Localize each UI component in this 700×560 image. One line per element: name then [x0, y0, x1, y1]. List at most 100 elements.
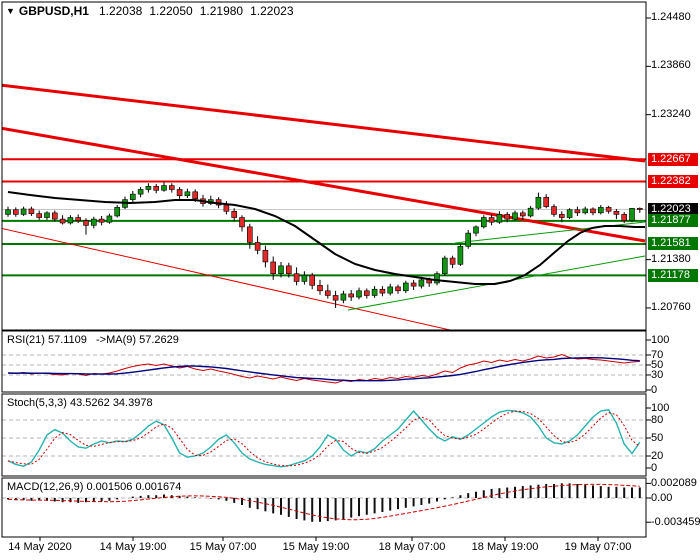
candle-body [153, 186, 159, 191]
candle-body [51, 212, 58, 220]
time-axis-label: 15 May 19:00 [282, 541, 350, 553]
stoch-k-value: 43.5262 [69, 397, 110, 409]
candle-body [169, 185, 175, 190]
trendline [2, 227, 451, 330]
indicator-axis-tick: 50 [651, 359, 664, 371]
candle-body [379, 288, 386, 294]
indicator-axis-tick: 0.00 [651, 492, 673, 504]
candle-body [184, 191, 191, 197]
candle-body [504, 214, 511, 220]
candle-body [293, 273, 300, 282]
candle-body [527, 207, 534, 217]
indicator-axis-tick: 0 [651, 384, 658, 396]
candle-body [285, 265, 292, 274]
rsi-line [7, 353, 640, 384]
indicator-axis-tick: 0.002089 [651, 477, 697, 490]
macd-title: MACD(12,26,9) [7, 481, 84, 493]
candle-body [551, 206, 557, 215]
candle-body [192, 191, 198, 200]
candle-body [473, 226, 479, 234]
price-badge: 1.21581 [648, 237, 698, 251]
price-axis-tick: 1.21380 [651, 252, 691, 265]
stochastic-panel [2, 409, 646, 468]
candle-body [566, 209, 573, 218]
stoch-title: Stoch(5,3,3) [7, 397, 67, 409]
panel-border [1, 393, 647, 477]
candle-body [262, 249, 269, 263]
price-badge: 1.21178 [648, 268, 698, 282]
candle-body [582, 208, 589, 214]
panel-border [1, 330, 647, 393]
candle-body [543, 196, 550, 207]
candle-body [332, 295, 339, 301]
symbol-dropdown-icon[interactable]: ▼ [6, 6, 15, 16]
candle-body [356, 290, 362, 298]
candle-body [44, 212, 50, 218]
time-axis-label: 18 May 19:00 [471, 541, 539, 553]
rsi-indicator-label: RSI(21) 57.1109 ->MA(9) 57.2629 [7, 334, 179, 346]
candle-body [75, 217, 81, 221]
candle-body [301, 274, 308, 282]
macd-signal-value: 0.001674 [135, 481, 182, 493]
price-badge: 1.22667 [648, 152, 698, 166]
candle-body [402, 282, 409, 292]
indicator-axis-tick: 30 [651, 369, 664, 381]
symbol-label: GBPUSD,H1 [18, 4, 89, 18]
indicator-axis-tick: -0.003459 [651, 516, 700, 529]
candle-body [558, 214, 565, 218]
high-value: 1.22050 [149, 4, 193, 18]
candle-body [278, 265, 284, 274]
indicator-axis-tick: 20 [651, 450, 664, 462]
price-badge: 1.22382 [648, 175, 698, 189]
macd-value: 0.001506 [86, 481, 133, 493]
candle-body [317, 285, 323, 292]
price-badge: 1.21877 [648, 214, 698, 228]
macd-signal-line [7, 483, 640, 521]
candle-body [59, 218, 66, 224]
candle-body [239, 217, 245, 228]
rsi-ma-line [7, 356, 640, 382]
candle-body [480, 217, 487, 228]
candle-body [309, 274, 316, 286]
candle-body [67, 217, 74, 224]
candle-body [231, 210, 237, 218]
trendline [2, 126, 646, 243]
macd-panel [2, 483, 646, 522]
candle-body [535, 196, 542, 209]
time-axis-label: 19 May 07:00 [564, 541, 632, 553]
candle-body [488, 217, 495, 223]
low-value: 1.21980 [199, 4, 244, 18]
stoch-k-line [7, 409, 641, 468]
candle-body [13, 209, 19, 215]
time-axis-label: 18 May 07:00 [378, 541, 446, 553]
price-axis-tick: 1.23860 [651, 59, 691, 72]
candle-body [137, 189, 144, 195]
close-value: 1.22023 [250, 4, 294, 18]
price-axis-tick: 1.24480 [651, 11, 691, 23]
candle-body [340, 293, 347, 301]
stoch-indicator-label: Stoch(5,3,3) 43.5262 34.3978 [7, 397, 153, 409]
price-axis-tick: 1.20760 [651, 300, 691, 313]
candle-body [5, 209, 11, 215]
candle-body [98, 218, 105, 223]
candle-body [20, 208, 27, 215]
stoch-d-line [7, 410, 641, 467]
candle-body [410, 282, 417, 287]
rsi-ma-value: 57.2629 [139, 334, 179, 346]
time-axis-label: 15 May 07:00 [189, 541, 257, 553]
candle-body [629, 208, 635, 221]
candle-body [28, 208, 35, 214]
indicator-axis-tick: 0 [651, 462, 658, 474]
candle-body [605, 207, 612, 212]
open-value: 1.22038 [98, 4, 143, 18]
candle-body [324, 290, 331, 296]
candle-body [348, 293, 355, 298]
indicator-axis-tick: 50 [651, 432, 664, 444]
rsi-title: RSI(21) [7, 334, 45, 346]
candle-body [387, 286, 394, 294]
candle-body [36, 213, 43, 218]
time-axis-label: 14 May 19:00 [99, 541, 167, 553]
candle-body [465, 232, 472, 247]
